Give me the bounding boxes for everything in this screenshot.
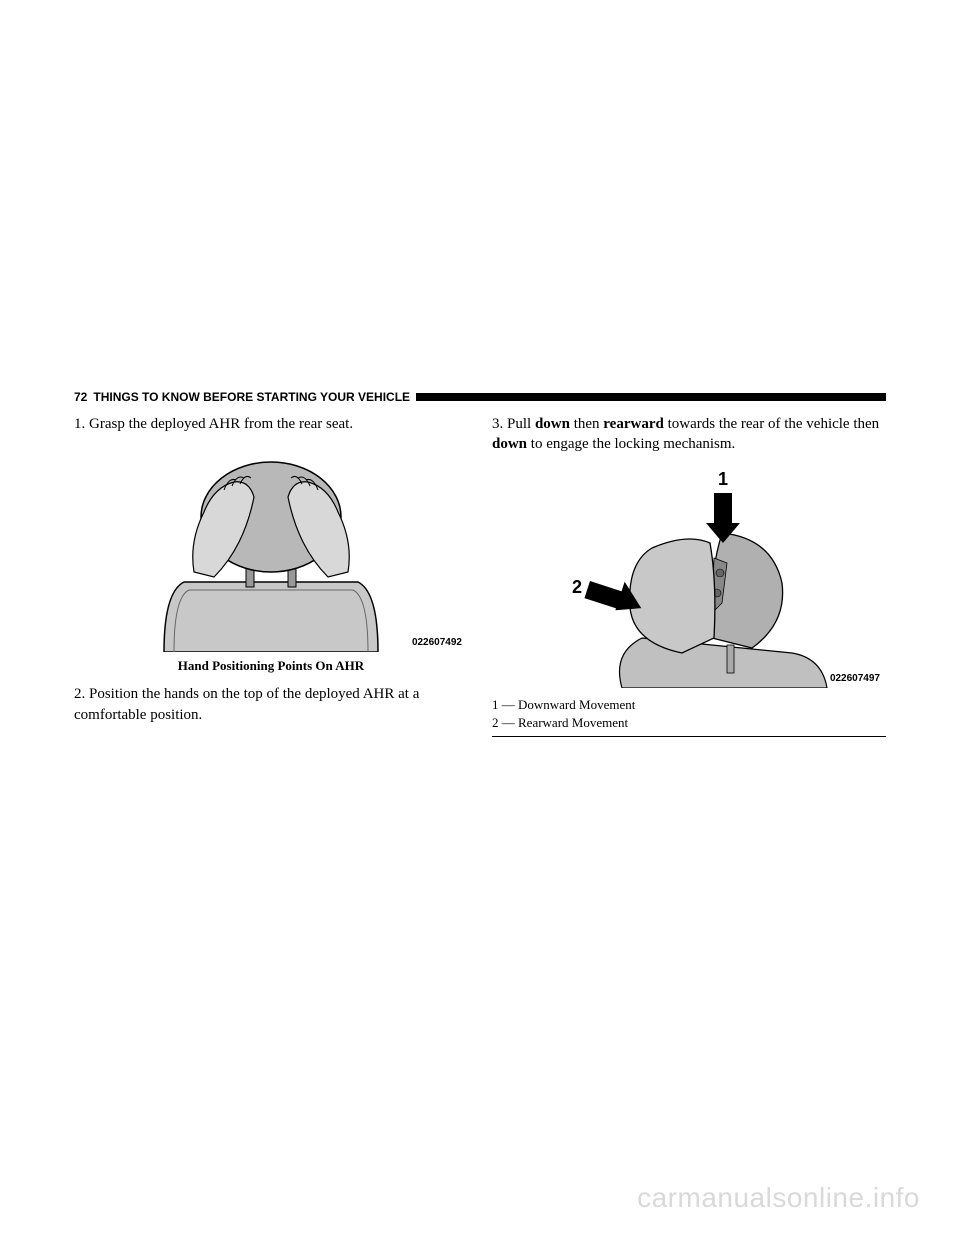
figure-2-id: 022607497 (830, 673, 880, 684)
figure-reset-movement: 1 2 022607497 (492, 463, 886, 688)
step3-mid2: towards the rear of the vehicle then (664, 416, 879, 432)
legend-line-2: 2 — Rearward Movement (492, 714, 886, 732)
callout-2: 2 (572, 577, 582, 597)
step-2-text: 2. Position the hands on the top of the … (74, 684, 468, 725)
step-3-text: 3. Pull down then rearward towards the r… (492, 414, 886, 455)
left-column: 1. Grasp the deployed AHR from the rear … (74, 414, 468, 737)
ahr-reset-illustration: 1 2 (492, 463, 886, 688)
step3-post: to engage the locking mechanism. (527, 436, 735, 452)
header-bar (416, 393, 886, 401)
step3-pre: 3. Pull (492, 416, 535, 432)
two-columns: 1. Grasp the deployed AHR from the rear … (74, 414, 886, 737)
figure-hand-positioning: 022607492 (74, 442, 468, 652)
step3-bold1: down (535, 416, 570, 432)
figure-1-caption: Hand Positioning Points On AHR (74, 658, 468, 674)
page-header: 72 THINGS TO KNOW BEFORE STARTING YOUR V… (74, 390, 886, 404)
figure-1-id: 022607492 (412, 637, 462, 648)
step3-bold2: rearward (603, 416, 664, 432)
page-content: 72 THINGS TO KNOW BEFORE STARTING YOUR V… (74, 390, 886, 737)
legend-line-1: 1 — Downward Movement (492, 696, 886, 714)
figure-2-legend: 1 — Downward Movement 2 — Rearward Movem… (492, 694, 886, 737)
ahr-hands-illustration (74, 442, 468, 652)
step3-bold3: down (492, 436, 527, 452)
page-number: 72 (74, 390, 87, 404)
step3-mid1: then (570, 416, 603, 432)
header-title: THINGS TO KNOW BEFORE STARTING YOUR VEHI… (93, 390, 410, 404)
callout-1: 1 (718, 469, 728, 489)
right-column: 3. Pull down then rearward towards the r… (492, 414, 886, 737)
watermark: carmanualsonline.info (637, 1182, 920, 1214)
step-1-text: 1. Grasp the deployed AHR from the rear … (74, 414, 468, 434)
